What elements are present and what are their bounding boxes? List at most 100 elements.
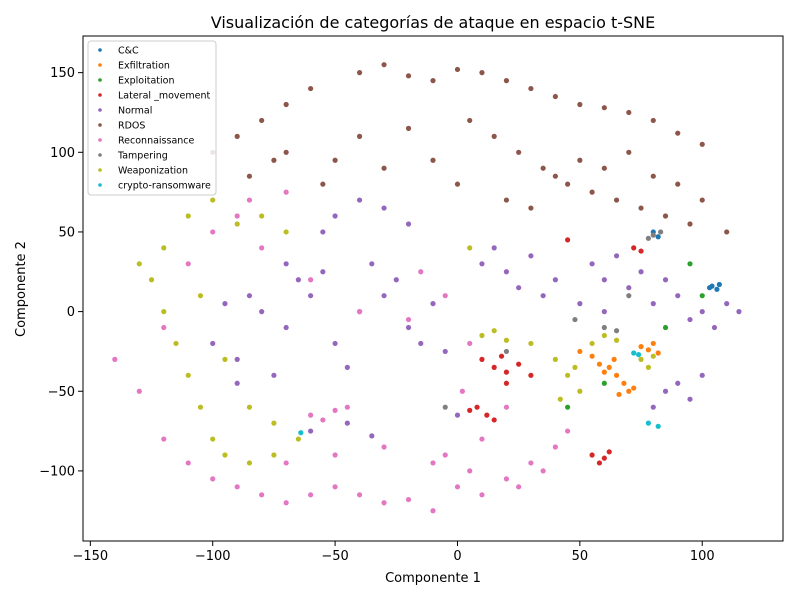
point-1-7	[601, 369, 607, 375]
y-tick-label-3: 50	[58, 225, 75, 240]
point-6-24	[442, 452, 448, 458]
point-7-7	[442, 404, 448, 410]
point-6-47	[565, 428, 571, 434]
y-tick-label-5: 150	[50, 66, 75, 81]
x-axis: −150 −100 −50 0 50 100	[72, 541, 715, 564]
point-5-49	[271, 157, 277, 163]
point-4-26	[516, 285, 522, 291]
plot-frame	[82, 35, 784, 542]
point-8-3	[173, 340, 179, 347]
point-4-16	[430, 301, 436, 307]
point-6-27	[246, 197, 253, 203]
point-4-6	[405, 324, 412, 331]
point-4-50	[308, 428, 314, 434]
point-6-36	[459, 388, 465, 394]
point-6-25	[467, 468, 473, 474]
point-4-5	[381, 293, 387, 299]
y-tick-label-4: 100	[50, 146, 75, 161]
point-1-6	[616, 391, 622, 398]
point-6-44	[161, 324, 167, 331]
point-4-52	[369, 433, 375, 439]
point-8-33	[645, 364, 651, 370]
point-5-42	[675, 181, 681, 187]
point-6-32	[405, 316, 412, 323]
point-5-8	[552, 93, 558, 100]
point-0-2	[716, 281, 722, 288]
point-4-34	[626, 285, 632, 291]
point-8-9	[271, 452, 277, 458]
point-6-11	[381, 500, 387, 506]
point-4-45	[662, 388, 669, 394]
point-5-30	[613, 197, 620, 203]
point-4-43	[724, 301, 730, 307]
point-5-9	[577, 101, 583, 108]
legend-label-9: crypto-ransomware	[118, 181, 211, 192]
point-5-26	[516, 149, 522, 155]
point-5-33	[687, 221, 693, 227]
point-5-22	[381, 165, 387, 171]
point-7-6	[503, 348, 510, 355]
point-5-40	[626, 149, 632, 155]
y-tick-label-0: −100	[39, 464, 75, 479]
point-4-51	[344, 420, 350, 426]
point-6-23	[430, 460, 436, 466]
point-8-28	[613, 337, 620, 343]
point-8-23	[577, 388, 583, 394]
point-6-9	[332, 484, 338, 490]
point-4-32	[601, 277, 607, 283]
point-4-12	[393, 277, 399, 283]
point-8-4	[185, 372, 191, 378]
point-3-17	[503, 380, 510, 386]
point-7-0	[650, 232, 656, 238]
point-9-1	[635, 352, 642, 358]
point-6-29	[283, 189, 289, 195]
point-3-13	[596, 460, 603, 466]
legend-marker-8	[98, 168, 102, 172]
point-6-38	[503, 404, 510, 410]
point-3-5	[498, 353, 505, 359]
point-4-48	[699, 372, 705, 378]
point-8-34	[650, 353, 656, 359]
point-8-20	[271, 420, 277, 426]
point-5-31	[638, 205, 644, 211]
legend-marker-3	[98, 93, 102, 97]
point-4-39	[675, 293, 681, 299]
point-5-35	[503, 197, 510, 203]
point-8-25	[572, 364, 578, 370]
point-5-38	[577, 157, 583, 163]
legend-label-2: Exploitation	[118, 76, 175, 87]
point-3-3	[516, 361, 522, 367]
point-5-27	[540, 165, 546, 171]
point-5-28	[565, 181, 571, 187]
point-5-32	[662, 213, 669, 219]
point-1-4	[621, 380, 627, 386]
point-9-2	[645, 420, 651, 426]
point-0-1	[714, 286, 720, 292]
point-5-20	[283, 149, 289, 155]
point-3-7	[484, 412, 490, 418]
point-3-14	[631, 245, 637, 251]
point-6-15	[479, 492, 485, 498]
point-6-37	[479, 436, 485, 442]
point-6-41	[332, 452, 338, 458]
point-6-17	[528, 460, 534, 466]
point-4-54	[234, 380, 240, 386]
legend-label-3: Lateral _movement	[118, 91, 210, 102]
point-8-36	[467, 245, 473, 251]
point-8-14	[259, 213, 265, 219]
point-4-44	[736, 308, 742, 315]
x-tick-label-2: −50	[321, 549, 348, 564]
point-1-2	[606, 364, 612, 370]
point-0-5	[655, 234, 661, 240]
legend-marker-9	[98, 183, 102, 187]
point-5-4	[454, 66, 461, 73]
point-1-3	[613, 372, 620, 378]
point-6-30	[308, 277, 314, 283]
point-6-45	[516, 484, 522, 490]
point-1-10	[655, 350, 661, 356]
point-8-24	[557, 396, 563, 402]
point-8-0	[136, 261, 142, 267]
point-5-48	[246, 173, 253, 179]
point-4-42	[711, 324, 718, 331]
point-6-8	[308, 492, 314, 498]
